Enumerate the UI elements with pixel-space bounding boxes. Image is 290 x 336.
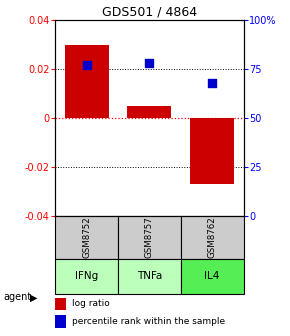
Bar [55,259,118,294]
Text: agent: agent [3,292,31,302]
Bar [55,298,66,310]
Text: log ratio: log ratio [72,299,110,308]
Bar [190,118,234,184]
Bar [64,45,108,118]
Text: GSM8752: GSM8752 [82,216,91,258]
Text: ▶: ▶ [30,292,38,302]
Text: GSM8762: GSM8762 [208,216,217,258]
Point [147,60,152,66]
Bar [55,216,118,259]
Text: percentile rank within the sample: percentile rank within the sample [72,317,225,326]
Bar [181,259,244,294]
Bar [127,106,171,118]
Bar [55,315,66,328]
Point [210,80,215,85]
Text: TNFa: TNFa [137,271,162,282]
Text: IFNg: IFNg [75,271,98,282]
Text: IL4: IL4 [204,271,220,282]
Bar [118,259,181,294]
Bar [118,216,181,259]
Point [84,62,89,68]
Title: GDS501 / 4864: GDS501 / 4864 [102,6,197,19]
Bar [181,216,244,259]
Text: GSM8757: GSM8757 [145,216,154,258]
